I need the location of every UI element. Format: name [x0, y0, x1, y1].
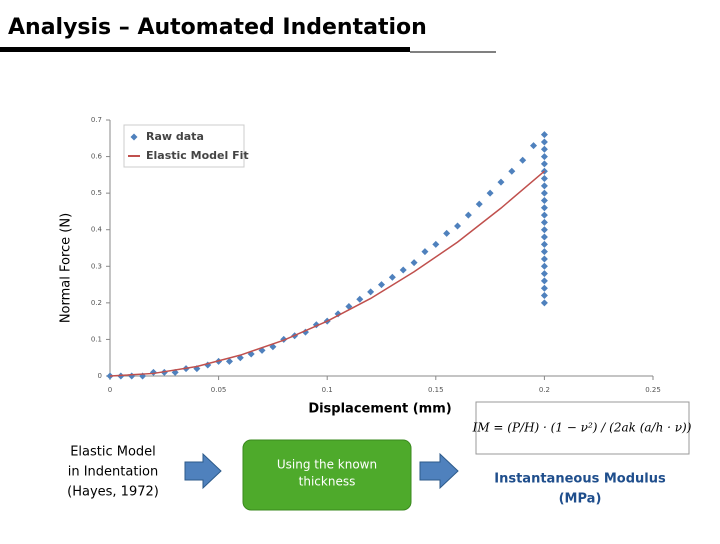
y-tick-label: 0.3	[91, 262, 102, 270]
data-point	[540, 255, 548, 263]
data-point	[486, 189, 494, 197]
flow-arrow	[419, 452, 459, 490]
x-axis-label: Displacement (mm)	[308, 402, 451, 417]
data-point	[540, 153, 548, 161]
data-point	[540, 138, 548, 146]
data-point	[540, 262, 548, 270]
y-tick-label: 0.5	[91, 189, 102, 197]
data-point	[540, 240, 548, 248]
x-tick-label: 0.2	[539, 386, 550, 394]
data-point	[497, 178, 505, 186]
legend-label: Raw data	[146, 130, 204, 143]
data-point	[540, 284, 548, 292]
flow-text: (MPa)	[559, 492, 602, 507]
flow-text: Elastic Model	[70, 445, 156, 460]
data-point	[367, 288, 375, 296]
flow-text: thickness	[299, 475, 356, 489]
data-point	[519, 156, 527, 164]
formula-box	[475, 401, 690, 455]
x-tick-label: 0	[108, 386, 112, 394]
data-point	[421, 248, 429, 256]
data-point	[540, 145, 548, 153]
y-tick-label: 0	[98, 372, 102, 380]
data-point	[225, 357, 233, 365]
flow-text: Using the known	[277, 458, 377, 472]
y-tick-label: 0.6	[91, 153, 103, 161]
legend-label: Elastic Model Fit	[146, 149, 249, 162]
flow-text: in Indentation	[68, 465, 159, 480]
data-point	[356, 295, 364, 303]
data-point	[540, 299, 548, 307]
data-point	[540, 204, 548, 212]
data-point	[540, 277, 548, 285]
flow-text: (Hayes, 1972)	[67, 485, 159, 500]
data-point	[540, 226, 548, 234]
y-tick-label: 0.2	[91, 299, 102, 307]
data-point	[508, 167, 516, 175]
data-point	[540, 182, 548, 190]
y-tick-label: 0.7	[91, 116, 102, 124]
x-tick-label: 0.25	[645, 386, 661, 394]
legend-swatch	[130, 133, 138, 141]
x-tick-label: 0.15	[428, 386, 444, 394]
data-point	[540, 160, 548, 168]
flow-text: Instantaneous Modulus	[494, 472, 666, 487]
data-point	[443, 229, 451, 237]
data-point	[540, 175, 548, 183]
data-point	[530, 142, 538, 150]
data-point	[388, 273, 396, 281]
data-point	[128, 372, 136, 380]
y-axis-label: Normal Force (N)	[59, 213, 74, 323]
data-point	[399, 266, 407, 274]
data-point	[540, 218, 548, 226]
data-point	[464, 211, 472, 219]
x-tick-label: 0.05	[211, 386, 227, 394]
data-point	[410, 259, 418, 267]
data-point	[540, 233, 548, 241]
legend-box	[123, 124, 245, 168]
flow-box	[242, 439, 412, 511]
title-rule	[0, 47, 410, 52]
fit-line	[109, 170, 545, 377]
x-tick-label: 0.1	[322, 386, 333, 394]
data-point	[475, 200, 483, 208]
y-tick-label: 0.4	[91, 226, 103, 234]
data-point	[540, 292, 548, 300]
data-point	[540, 189, 548, 197]
formula: IM = (P/H) · (1 − ν²) / (2ak (a/h · ν))	[472, 421, 692, 435]
data-point	[540, 211, 548, 219]
slide-title: Analysis – Automated Indentation	[8, 15, 427, 40]
data-point	[540, 131, 548, 139]
data-point	[378, 281, 385, 289]
data-point	[540, 270, 548, 278]
data-point	[540, 248, 548, 256]
data-point	[432, 240, 440, 248]
data-point	[454, 222, 462, 230]
flow-arrow	[184, 452, 222, 490]
y-tick-label: 0.1	[91, 335, 102, 343]
data-point	[540, 196, 548, 204]
